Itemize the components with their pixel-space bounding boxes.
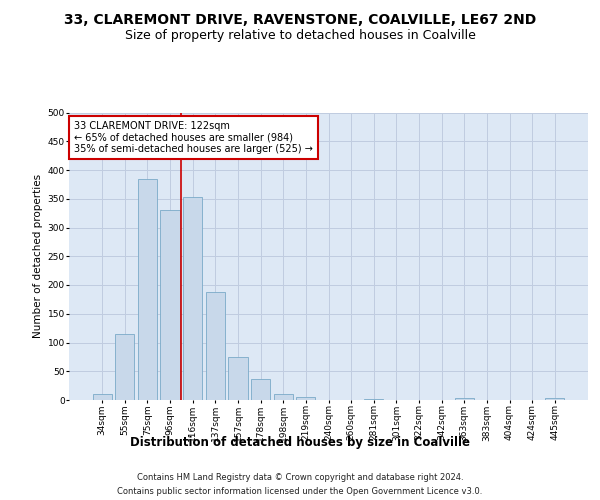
Bar bbox=[115, 334, 134, 400]
Bar bbox=[183, 197, 202, 400]
Text: Contains HM Land Registry data © Crown copyright and database right 2024.: Contains HM Land Registry data © Crown c… bbox=[137, 473, 463, 482]
Bar bbox=[545, 398, 565, 400]
Bar bbox=[206, 292, 225, 400]
Bar bbox=[229, 357, 248, 400]
Text: 33, CLAREMONT DRIVE, RAVENSTONE, COALVILLE, LE67 2ND: 33, CLAREMONT DRIVE, RAVENSTONE, COALVIL… bbox=[64, 12, 536, 26]
Bar bbox=[138, 178, 157, 400]
Text: Distribution of detached houses by size in Coalville: Distribution of detached houses by size … bbox=[130, 436, 470, 449]
Bar bbox=[455, 398, 474, 400]
Bar bbox=[296, 396, 316, 400]
Bar bbox=[92, 394, 112, 400]
Y-axis label: Number of detached properties: Number of detached properties bbox=[34, 174, 43, 338]
Bar bbox=[251, 378, 270, 400]
Bar bbox=[160, 210, 180, 400]
Text: Size of property relative to detached houses in Coalville: Size of property relative to detached ho… bbox=[125, 29, 475, 42]
Bar bbox=[274, 394, 293, 400]
Text: Contains public sector information licensed under the Open Government Licence v3: Contains public sector information licen… bbox=[118, 486, 482, 496]
Text: 33 CLAREMONT DRIVE: 122sqm
← 65% of detached houses are smaller (984)
35% of sem: 33 CLAREMONT DRIVE: 122sqm ← 65% of deta… bbox=[74, 121, 313, 154]
